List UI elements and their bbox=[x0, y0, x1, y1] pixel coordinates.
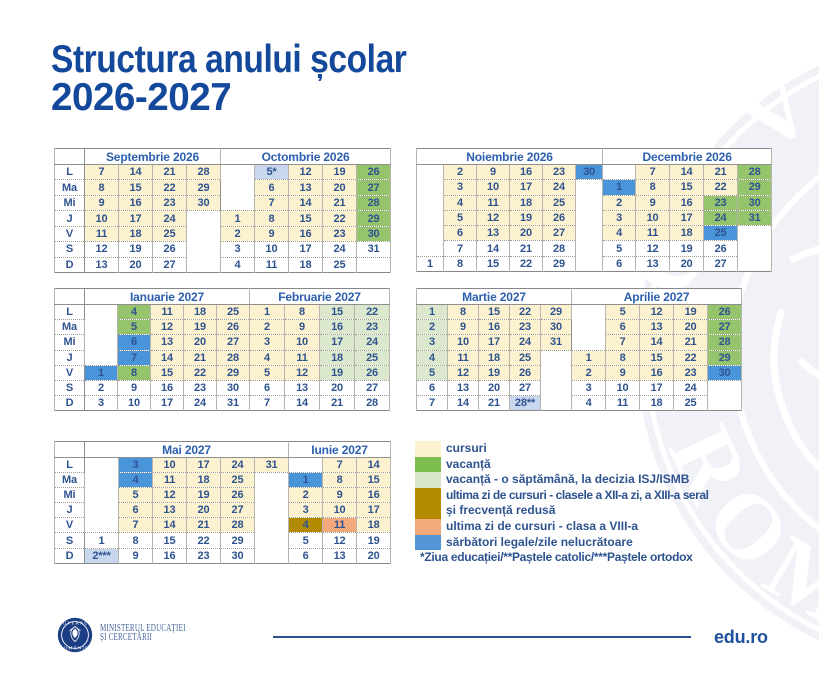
svg-text:G U V E R N U L: G U V E R N U L bbox=[58, 620, 91, 625]
svg-text:R O M Â N I E I: R O M Â N I E I bbox=[59, 646, 90, 651]
